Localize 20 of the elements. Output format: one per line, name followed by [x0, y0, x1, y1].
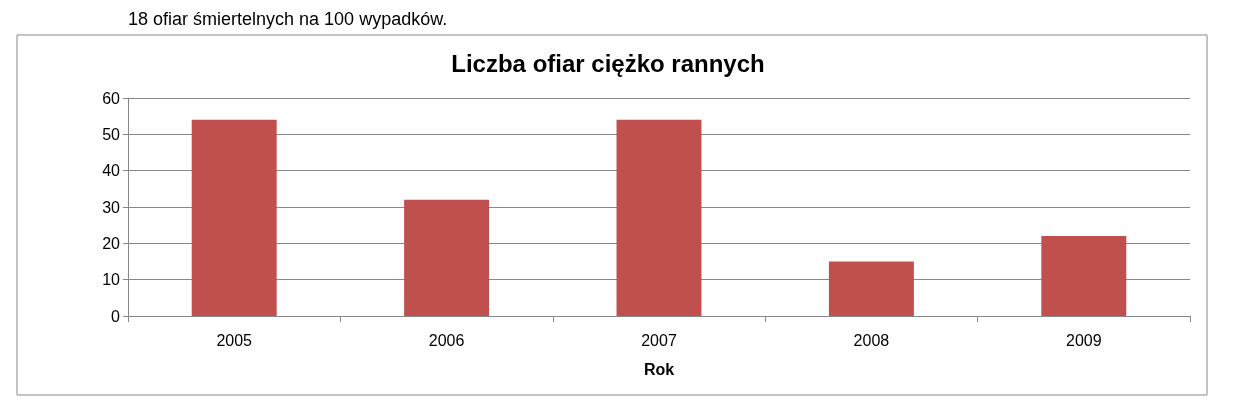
y-tick-label: 30: [102, 198, 121, 216]
chart-title: Liczba ofiar ciężko rannych: [451, 49, 765, 77]
x-tick-label: 2006: [428, 331, 465, 349]
y-tick-label: 40: [102, 162, 121, 180]
x-tick-label: 2009: [1066, 331, 1102, 349]
y-tick-label: 50: [102, 125, 121, 143]
y-tick-label: 60: [102, 89, 121, 107]
y-tick-label: 10: [102, 271, 121, 289]
bar: [404, 199, 490, 316]
text: 18 ofiar śmiertelnych na 100 wypadków.: [128, 9, 448, 29]
bar: [191, 119, 277, 316]
bar: [1041, 236, 1127, 316]
x-tick-label: 2008: [853, 331, 890, 349]
y-tick-label: 20: [102, 234, 121, 252]
bar: [616, 119, 702, 316]
y-tick-label: 0: [111, 307, 121, 325]
x-axis-title: Rok: [643, 360, 675, 378]
x-tick-label: 2005: [216, 331, 253, 349]
x-tick-label: 2007: [641, 331, 677, 349]
bar: [828, 261, 914, 316]
